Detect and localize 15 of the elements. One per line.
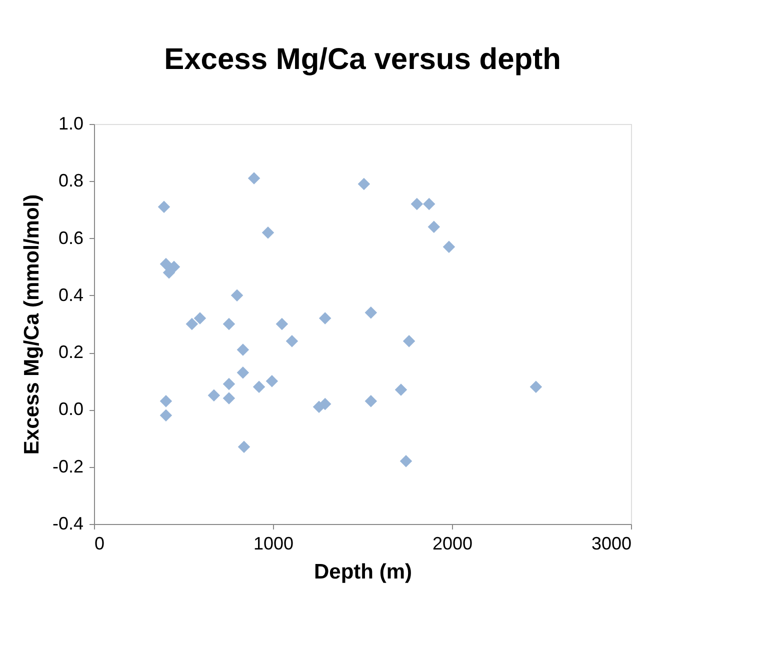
y-tick-label: -0.2: [52, 456, 84, 476]
y-tick-label: 0.8: [58, 170, 84, 191]
x-tick-label: 1000: [253, 534, 294, 554]
y-tick-label: 0.2: [58, 342, 84, 362]
x-axis-title: Depth (m): [314, 560, 412, 584]
y-axis-title: Excess Mg/Ca (mmol/mol): [20, 194, 44, 455]
x-tick-label: 3000: [591, 534, 632, 554]
y-tick-label: 0.4: [58, 284, 84, 305]
y-tick-label: -0.4: [52, 514, 84, 534]
chart-title: Excess Mg/Ca versus depth: [164, 43, 561, 76]
y-tick-label: 0.6: [58, 228, 84, 248]
y-tick-label: 0.0: [58, 399, 84, 420]
y-tick-label: 1.0: [58, 114, 84, 134]
x-tick-label: 0: [94, 534, 105, 554]
x-tick-label: 2000: [432, 534, 473, 554]
